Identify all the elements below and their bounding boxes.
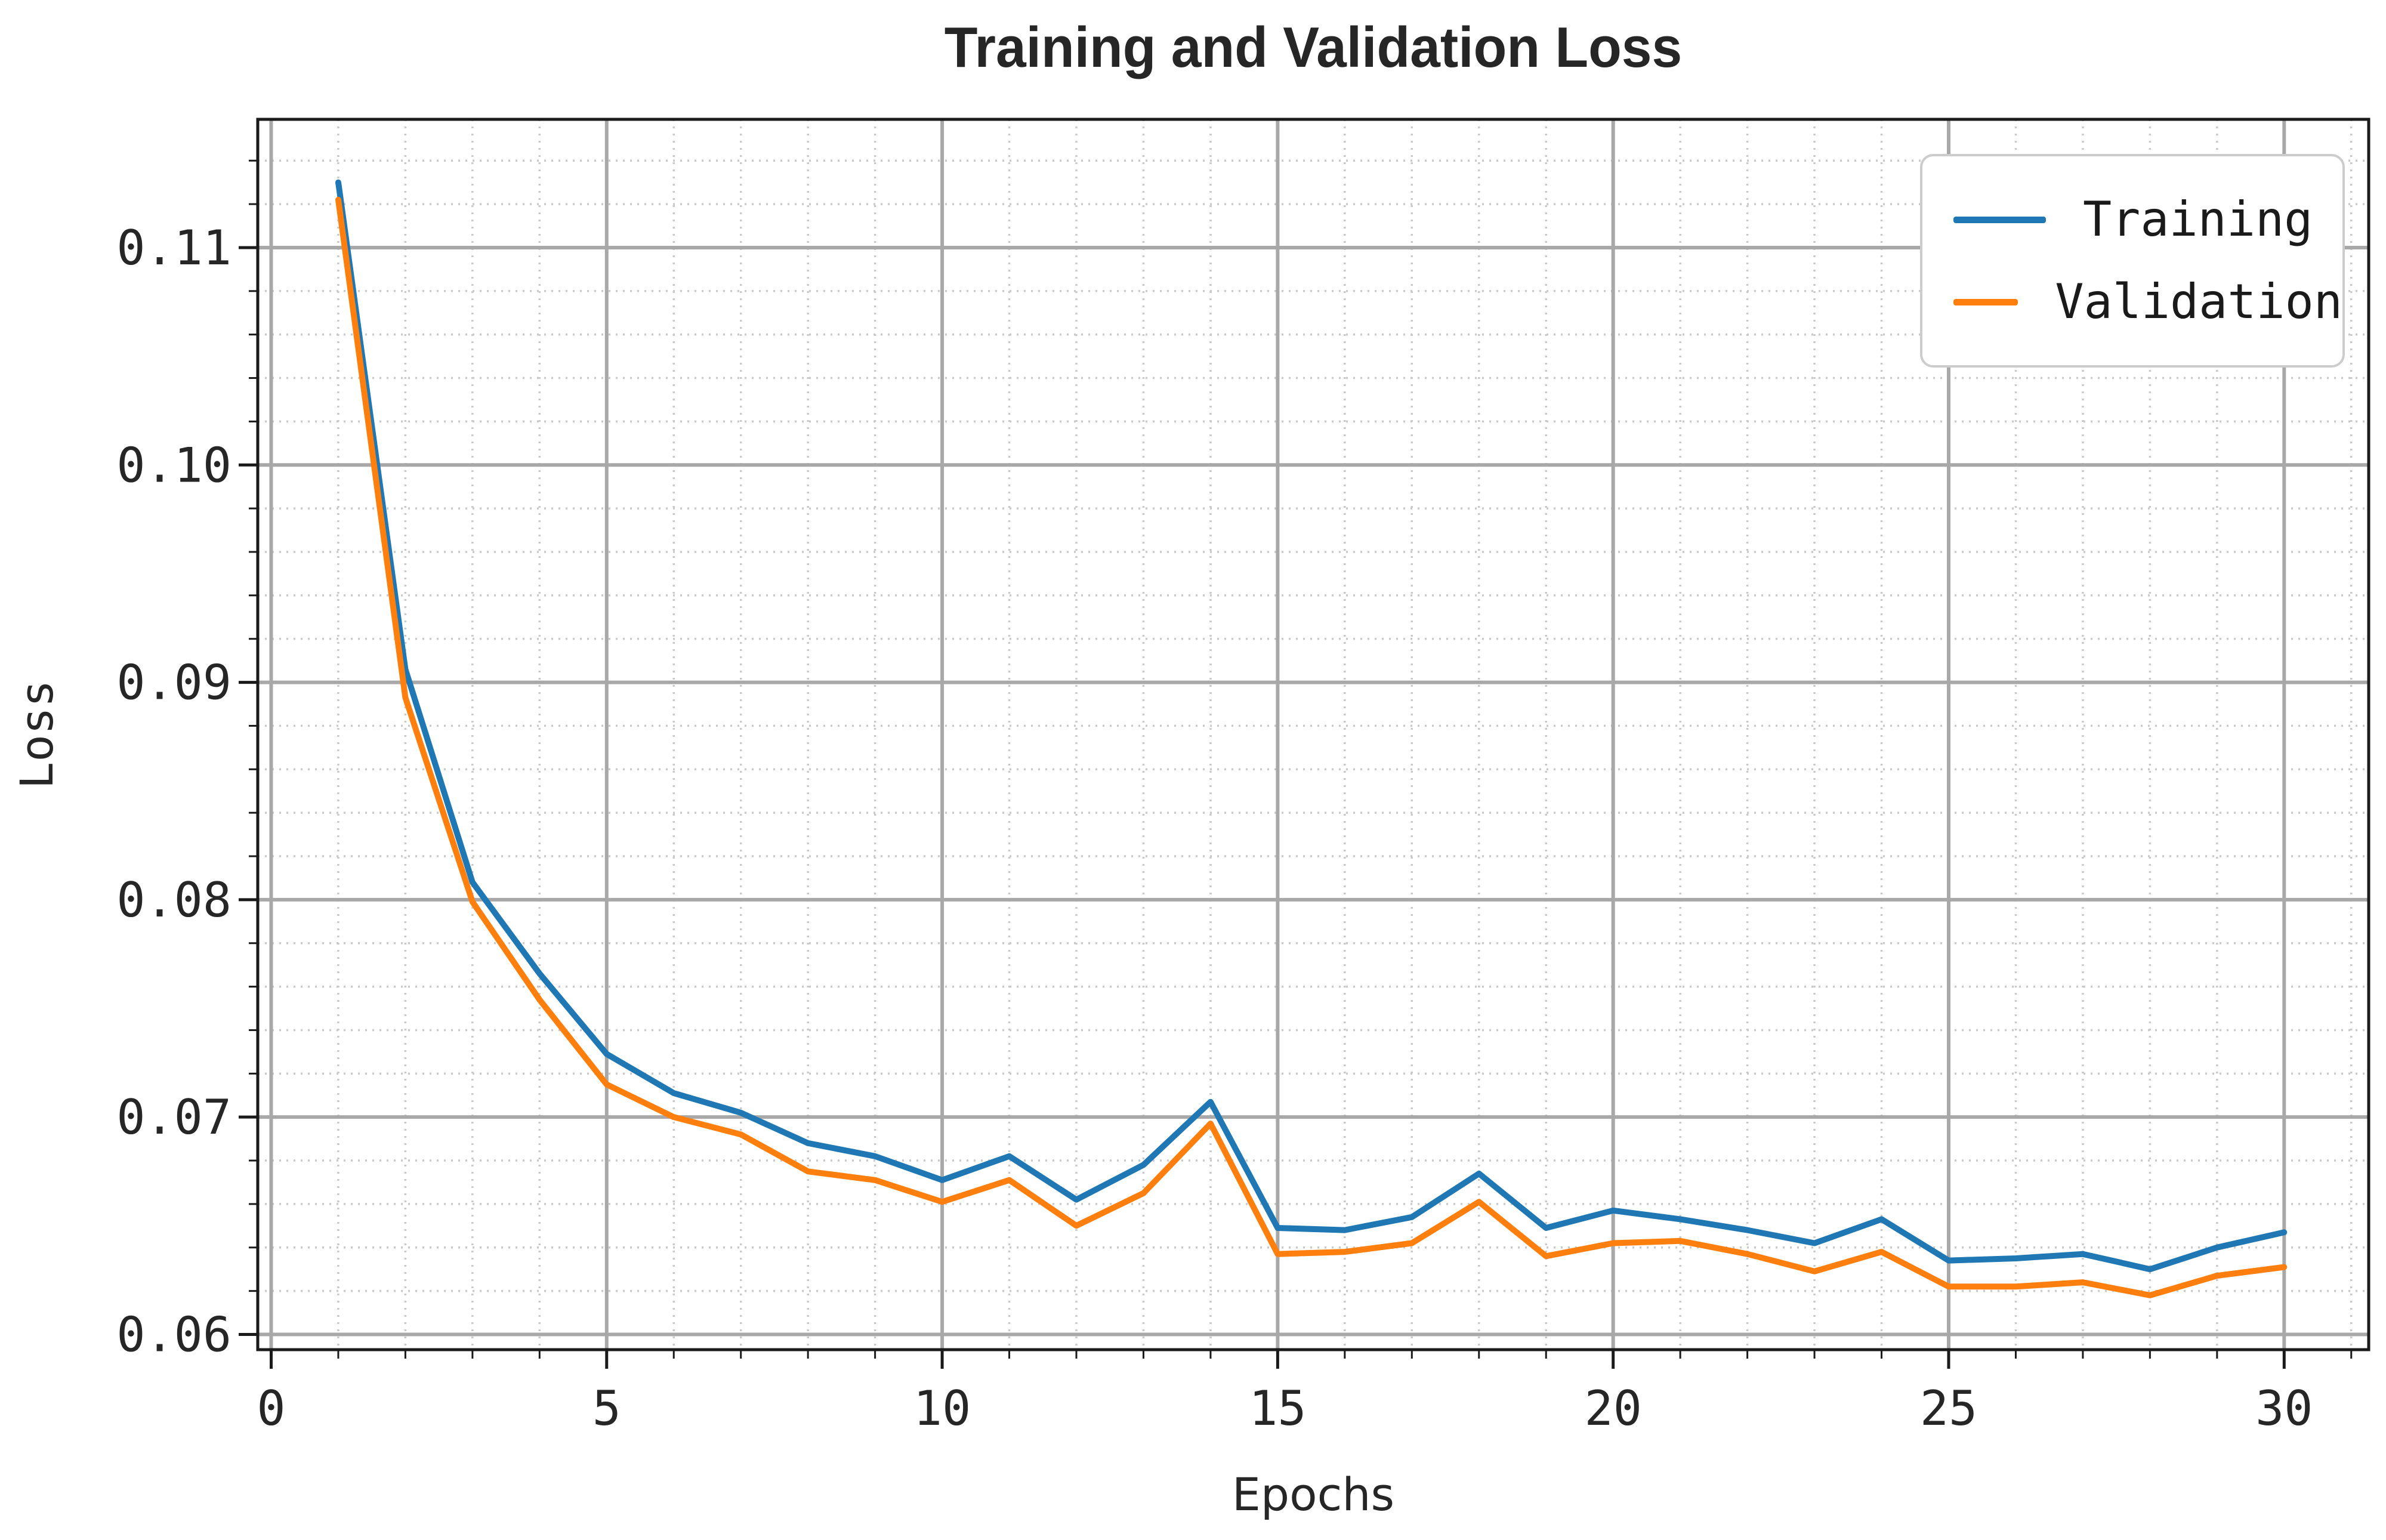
legend: Training Validation bbox=[1920, 154, 2345, 368]
y-tick-label: 0.09 bbox=[116, 655, 231, 711]
y-tick-label: 0.07 bbox=[116, 1090, 231, 1145]
series-line-validation bbox=[335, 196, 2288, 1298]
x-tick-label: 10 bbox=[913, 1381, 971, 1436]
y-tick-label: 0.06 bbox=[116, 1307, 231, 1362]
x-axis-label: Epochs bbox=[1231, 1468, 1395, 1521]
legend-label-training: Training bbox=[2083, 192, 2313, 247]
legend-item-training: Training bbox=[1953, 196, 2342, 243]
training-line-swatch bbox=[1953, 216, 2046, 223]
y-tick-label: 0.08 bbox=[116, 872, 231, 928]
y-tick-label: 0.11 bbox=[116, 220, 231, 276]
x-tick-label: 20 bbox=[1585, 1381, 1642, 1436]
x-tick-label: 5 bbox=[592, 1381, 621, 1436]
x-tick-label: 30 bbox=[2255, 1381, 2313, 1436]
series-line-training bbox=[335, 179, 2288, 1273]
x-tick-label: 15 bbox=[1249, 1381, 1306, 1436]
validation-line-swatch bbox=[1953, 298, 2018, 305]
y-tick-label: 0.10 bbox=[116, 437, 231, 493]
axes-frame bbox=[256, 118, 2370, 1351]
x-tick-label: 25 bbox=[1920, 1381, 1977, 1436]
legend-item-validation: Validation bbox=[1953, 278, 2342, 326]
legend-label-validation: Validation bbox=[2055, 274, 2342, 329]
chart-title: Training and Validation Loss bbox=[944, 16, 1683, 79]
x-tick-label: 0 bbox=[257, 1381, 285, 1436]
